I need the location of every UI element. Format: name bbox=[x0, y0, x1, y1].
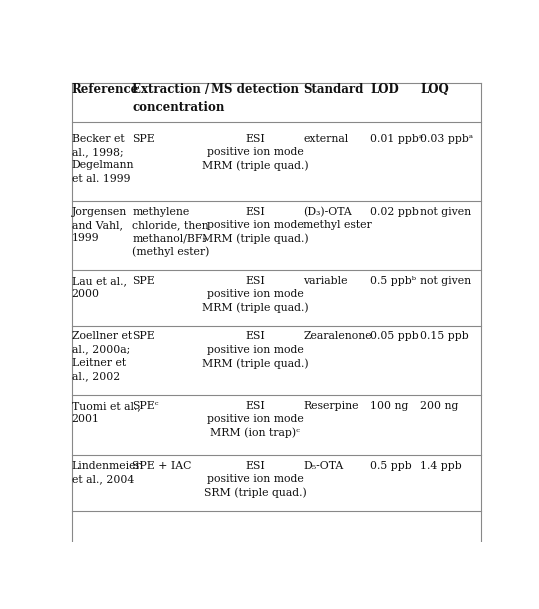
Text: SPE: SPE bbox=[132, 134, 155, 144]
Text: D₅-OTA: D₅-OTA bbox=[303, 461, 344, 471]
Text: not given: not given bbox=[420, 206, 472, 217]
Text: 0.5 ppb: 0.5 ppb bbox=[370, 461, 412, 471]
Text: Extraction /
concentration: Extraction / concentration bbox=[132, 83, 225, 114]
Text: Standard: Standard bbox=[303, 83, 364, 96]
Text: ESI
positive ion mode
MRM (triple quad.): ESI positive ion mode MRM (triple quad.) bbox=[202, 206, 309, 244]
Text: Reference: Reference bbox=[72, 83, 139, 96]
Text: SPE + IAC: SPE + IAC bbox=[132, 461, 191, 471]
Text: ESI
positive ion mode
SRM (triple quad.): ESI positive ion mode SRM (triple quad.) bbox=[204, 461, 307, 498]
Text: SPE: SPE bbox=[132, 331, 155, 342]
Text: Reserpine: Reserpine bbox=[303, 401, 359, 411]
Text: 0.05 ppb: 0.05 ppb bbox=[370, 331, 419, 342]
Text: LOD: LOD bbox=[370, 83, 399, 96]
Text: Zoellner et
al., 2000a;
Leitner et
al., 2002: Zoellner et al., 2000a; Leitner et al., … bbox=[72, 331, 132, 381]
Text: SPE: SPE bbox=[132, 276, 155, 286]
Text: ESI
positive ion mode
MRM (triple quad.): ESI positive ion mode MRM (triple quad.) bbox=[202, 134, 309, 171]
Text: MS detection: MS detection bbox=[211, 83, 299, 96]
Text: 0.02 ppb: 0.02 ppb bbox=[370, 206, 419, 217]
Text: 100 ng: 100 ng bbox=[370, 401, 409, 411]
Text: Lindenmeier
et al., 2004: Lindenmeier et al., 2004 bbox=[72, 461, 141, 484]
Text: 1.4 ppb: 1.4 ppb bbox=[420, 461, 462, 471]
Text: 200 ng: 200 ng bbox=[420, 401, 459, 411]
Text: Zearalenone: Zearalenone bbox=[303, 331, 372, 342]
Text: variable: variable bbox=[303, 276, 348, 286]
Text: ESI
positive ion mode
MRM (ion trap)ᶜ: ESI positive ion mode MRM (ion trap)ᶜ bbox=[207, 401, 303, 438]
Text: methylene
chloride, then
methanol/BF₃
(methyl ester): methylene chloride, then methanol/BF₃ (m… bbox=[132, 206, 210, 257]
Text: Becker et
al., 1998;
Degelmann
et al. 1999: Becker et al., 1998; Degelmann et al. 19… bbox=[72, 134, 134, 184]
Text: 0.5 ppbᵇ: 0.5 ppbᵇ bbox=[370, 276, 416, 286]
Text: (D₃)-OTA
methyl ester: (D₃)-OTA methyl ester bbox=[303, 206, 372, 230]
Text: ESI
positive ion mode
MRM (triple quad.): ESI positive ion mode MRM (triple quad.) bbox=[202, 331, 309, 368]
Text: Tuomi et al.,
2001: Tuomi et al., 2001 bbox=[72, 401, 141, 424]
Text: external: external bbox=[303, 134, 349, 144]
Text: ESI
positive ion mode
MRM (triple quad.): ESI positive ion mode MRM (triple quad.) bbox=[202, 276, 309, 313]
Text: not given: not given bbox=[420, 276, 472, 286]
Text: SPEᶜ: SPEᶜ bbox=[132, 401, 158, 411]
Text: LOQ: LOQ bbox=[420, 83, 449, 96]
Text: Lau et al.,
2000: Lau et al., 2000 bbox=[72, 276, 127, 300]
Text: 0.15 ppb: 0.15 ppb bbox=[420, 331, 469, 342]
Text: Jorgensen
and Vahl,
1999: Jorgensen and Vahl, 1999 bbox=[72, 206, 127, 243]
Text: 0.03 ppbᵃ: 0.03 ppbᵃ bbox=[420, 134, 473, 144]
Text: 0.01 ppbᵃ: 0.01 ppbᵃ bbox=[370, 134, 423, 144]
